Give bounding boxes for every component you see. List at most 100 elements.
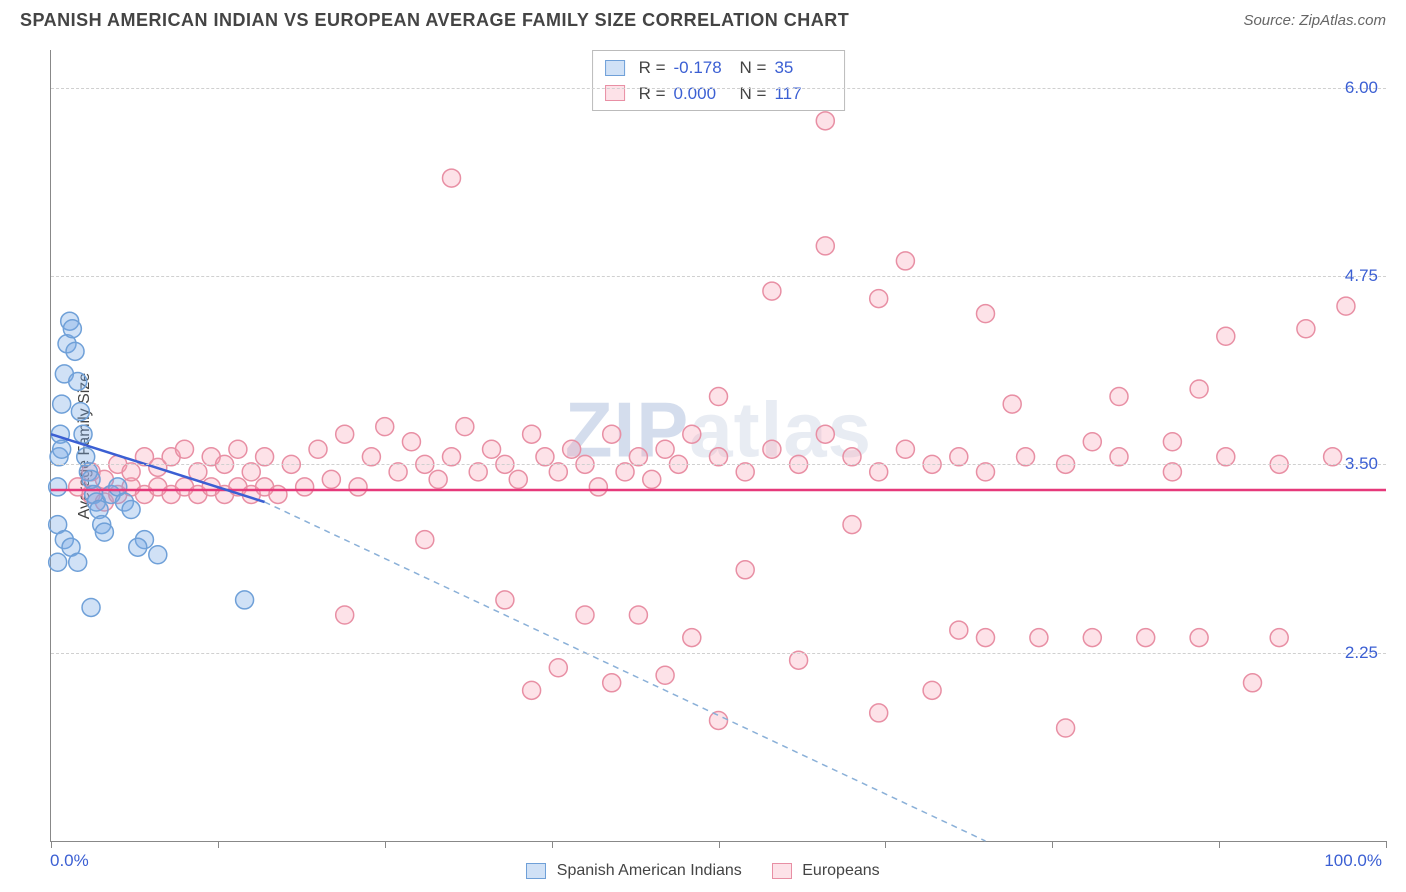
data-point [509,470,527,488]
data-point [236,591,254,609]
data-point [843,516,861,534]
data-point [589,478,607,496]
data-point [629,606,647,624]
data-point [336,425,354,443]
data-point [656,440,674,458]
data-point [870,290,888,308]
data-point [736,561,754,579]
chart-area: ZIPatlas R = -0.178 N = 35 R = 0.000 N =… [50,50,1386,842]
data-point [402,433,420,451]
data-point [950,621,968,639]
data-point [1297,320,1315,338]
data-point [643,470,661,488]
y-tick-label: 2.25 [1345,643,1378,663]
scatter-svg [51,50,1386,841]
y-tick-label: 3.50 [1345,454,1378,474]
data-point [1190,380,1208,398]
data-point [1057,719,1075,737]
trend-line [265,502,986,841]
data-point [603,674,621,692]
data-point [469,463,487,481]
data-point [74,425,92,443]
legend-label-a: Spanish American Indians [557,862,742,879]
x-tick [1386,841,1387,848]
data-point [443,169,461,187]
data-point [843,448,861,466]
data-point [1217,448,1235,466]
data-point [1003,395,1021,413]
data-point [816,425,834,443]
data-point [82,598,100,616]
data-point [49,478,67,496]
data-point [1110,388,1128,406]
x-tick [552,841,553,848]
data-point [616,463,634,481]
data-point [443,448,461,466]
x-tick [885,841,886,848]
data-point [53,440,71,458]
legend-item-a: Spanish American Indians [526,862,741,880]
data-point [950,448,968,466]
data-point [349,478,367,496]
bottom-legend: Spanish American Indians Europeans [0,862,1406,880]
swatch-series-a-icon [526,863,546,879]
legend-label-b: Europeans [802,862,879,879]
data-point [362,448,380,466]
data-point [122,501,140,519]
data-point [376,418,394,436]
gridline [51,464,1386,465]
data-point [242,463,260,481]
data-point [1163,433,1181,451]
data-point [296,478,314,496]
source-label: Source: ZipAtlas.com [1243,12,1386,29]
gridline [51,653,1386,654]
data-point [1017,448,1035,466]
data-point [229,440,247,458]
data-point [1083,629,1101,647]
data-point [763,440,781,458]
data-point [456,418,474,436]
x-tick [1219,841,1220,848]
data-point [336,606,354,624]
data-point [149,546,167,564]
data-point [53,395,71,413]
data-point [389,463,407,481]
data-point [63,320,81,338]
data-point [603,425,621,443]
data-point [536,448,554,466]
data-point [69,372,87,390]
data-point [129,538,147,556]
x-tick [719,841,720,848]
data-point [429,470,447,488]
data-point [1163,463,1181,481]
chart-title: SPANISH AMERICAN INDIAN VS EUROPEAN AVER… [20,10,849,31]
data-point [71,403,89,421]
data-point [1324,448,1342,466]
data-point [710,388,728,406]
data-point [790,651,808,669]
plot-region: ZIPatlas R = -0.178 N = 35 R = 0.000 N =… [50,50,1386,842]
data-point [1217,327,1235,345]
data-point [763,282,781,300]
data-point [1083,433,1101,451]
data-point [656,666,674,684]
x-tick [1052,841,1053,848]
data-point [49,553,67,571]
data-point [1110,448,1128,466]
gridline [51,276,1386,277]
x-tick [218,841,219,848]
data-point [736,463,754,481]
data-point [523,425,541,443]
data-point [1137,629,1155,647]
data-point [549,659,567,677]
data-point [122,463,140,481]
data-point [977,305,995,323]
data-point [1337,297,1355,315]
y-tick-label: 6.00 [1345,78,1378,98]
data-point [176,440,194,458]
gridline [51,88,1386,89]
data-point [896,252,914,270]
data-point [870,463,888,481]
data-point [563,440,581,458]
data-point [816,237,834,255]
